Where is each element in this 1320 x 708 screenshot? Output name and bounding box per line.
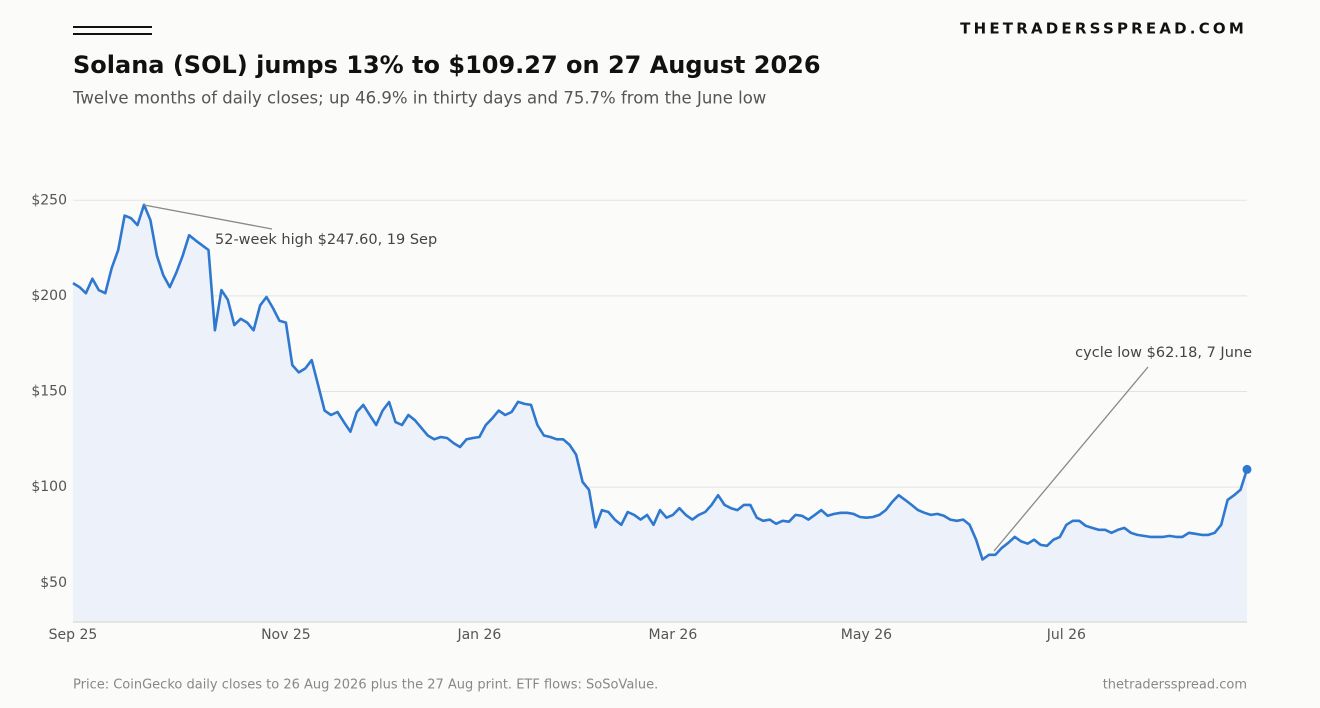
line [72,203,1249,561]
brand: THETRADERSSPREAD.COM [960,20,1247,38]
footer-source: Price: CoinGecko daily closes to 26 Aug … [73,678,658,693]
end-point [1242,464,1252,474]
y-tick-label: $150 [31,384,67,400]
x-tick-label: Jan 26 [456,627,501,643]
y-tick-label: $50 [40,575,67,591]
x-tick-label: Mar 26 [649,627,698,643]
x-tick-label: May 26 [841,627,892,643]
chart-subtitle: Twelve months of daily closes; up 46.9% … [72,89,766,108]
y-tick-label: $250 [31,192,67,208]
x-tick-label: Nov 25 [261,627,311,643]
chart-title: Solana (SOL) jumps 13% to $109.27 on 27 … [73,51,821,79]
annotation: 52-week high $247.60, 19 Sep [215,232,437,248]
x-tick-label: Sep 25 [49,627,98,643]
x-tick-label: Jul 26 [1046,627,1086,643]
annotation-leader [993,366,1149,552]
annotation: cycle low $62.18, 7 June [1075,345,1252,361]
plot-area: $50 $100 $150 $200 $250 Sep 25 Nov 25 Jan 26 Mar… [31,192,1252,643]
annotation-leader [143,204,273,230]
y-tick-label: $100 [31,479,67,495]
y-tick-label: $200 [31,288,67,304]
area [73,204,1247,622]
footer-site: thetradersspread.com [1103,678,1247,693]
